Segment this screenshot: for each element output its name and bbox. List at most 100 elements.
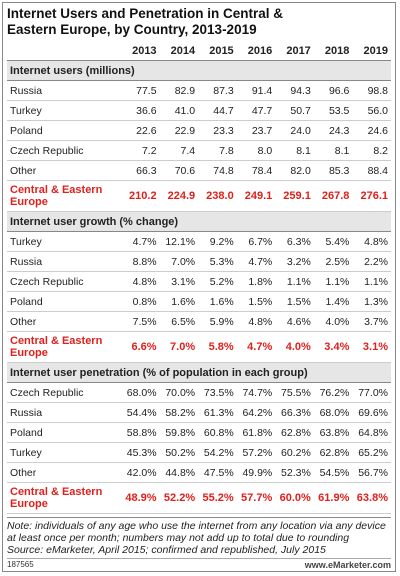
data-row: Russia 77.5 82.9 87.3 91.4 94.3 96.6 98.8	[7, 80, 391, 101]
column-header: 2015	[198, 41, 237, 61]
section-heading: Internet user growth (% change)	[7, 211, 391, 232]
cell-value: 54.4%	[121, 402, 160, 423]
table-card: Internet Users and Penetration in Centra…	[2, 2, 396, 572]
cell-value: 91.4	[236, 80, 276, 101]
header-cell	[7, 41, 121, 61]
cell-value: 1.3%	[352, 291, 391, 312]
cell-value: 2.2%	[352, 251, 391, 272]
cell-value: 62.8%	[275, 422, 314, 443]
cell-value: 68.0%	[121, 382, 160, 403]
data-row: Poland 22.6 22.9 23.3 23.7 24.0 24.3 24.6	[7, 120, 391, 141]
data-row: Other 42.0% 44.8% 47.5% 49.9% 52.3% 54.5% 56.7%	[7, 462, 391, 483]
cell-value: 6.7%	[236, 231, 276, 252]
row-label: Russia	[7, 251, 121, 272]
row-label: Other	[7, 160, 121, 181]
cell-value: 4.7%	[121, 231, 160, 252]
cell-value: 4.8%	[352, 231, 391, 252]
cell-value: 42.0%	[121, 462, 160, 483]
header-row: 2013 2014 2015 2016 2017 2018 2019	[7, 41, 391, 61]
data-row: Russia 54.4% 58.2% 61.3% 64.2% 66.3% 68.0% 69.6…	[7, 402, 391, 423]
cell-value: 66.3%	[275, 402, 314, 423]
cell-value: 1.6%	[198, 291, 237, 312]
cell-value: 94.3	[275, 80, 314, 101]
cell-value: 9.2%	[198, 231, 237, 252]
cell-value: 98.8	[352, 80, 391, 101]
cell-value: 96.6	[313, 80, 353, 101]
data-row: Russia 8.8% 7.0% 5.3% 4.7% 3.2% 2.5% 2.2%	[7, 251, 391, 272]
cell-value: 7.2	[121, 140, 160, 161]
section-row: Internet users (millions)	[7, 60, 391, 81]
total-row: Central & Eastern Europe 210.2 224.9 238.0 2…	[7, 180, 391, 212]
cell-value: 36.6	[121, 100, 160, 121]
cell-value: 1.6%	[159, 291, 199, 312]
cell-value: 7.4	[159, 140, 199, 161]
cell-value: 7.0%	[159, 331, 199, 363]
cell-value: 5.4%	[313, 231, 353, 252]
cell-value: 2.5%	[313, 251, 353, 272]
cell-value: 12.1%	[159, 231, 199, 252]
cell-value: 1.1%	[313, 271, 353, 292]
data-row: Turkey 4.7% 12.1% 9.2% 6.7% 6.3% 5.4% 4.8%	[7, 231, 391, 252]
row-label: Other	[7, 311, 121, 332]
cell-value: 22.9	[159, 120, 199, 141]
row-label: Central & Eastern Europe	[7, 331, 121, 363]
row-label: Czech Republic	[7, 382, 121, 403]
column-header: 2017	[275, 41, 314, 61]
cell-value: 47.7	[236, 100, 276, 121]
total-row: Central & Eastern Europe 6.6% 7.0% 5.8% 4.7%…	[7, 331, 391, 363]
data-row: Other 66.3 70.6 74.8 78.4 82.0 85.3 88.4	[7, 160, 391, 181]
cell-value: 49.9%	[236, 462, 276, 483]
data-row: Poland 0.8% 1.6% 1.6% 1.5% 1.5% 1.4% 1.3%	[7, 291, 391, 312]
cell-value: 58.2%	[159, 402, 199, 423]
cell-value: 69.6%	[352, 402, 391, 423]
title: Internet Users and Penetration in Centra…	[7, 6, 284, 37]
cell-value: 77.5	[121, 80, 160, 101]
cell-value: 48.9%	[121, 482, 160, 514]
cell-value: 5.2%	[198, 271, 237, 292]
cell-value: 8.2	[352, 140, 391, 161]
cell-value: 4.8%	[121, 271, 160, 292]
cell-value: 8.1	[275, 140, 314, 161]
data-row: Czech Republic 7.2 7.4 7.8 8.0 8.1 8.1 8.2	[7, 140, 391, 161]
cell-value: 0.8%	[121, 291, 160, 312]
footer: 187565 www.eMarketer.com	[7, 558, 391, 570]
cell-value: 60.8%	[198, 422, 237, 443]
cell-value: 88.4	[352, 160, 391, 181]
cell-value: 56.7%	[352, 462, 391, 483]
cell-value: 44.7	[198, 100, 237, 121]
cell-value: 75.5%	[275, 382, 314, 403]
column-header: 2019	[352, 41, 391, 61]
data-row: Czech Republic 4.8% 3.1% 5.2% 1.8% 1.1% 1.1% 1.…	[7, 271, 391, 292]
row-label: Russia	[7, 402, 121, 423]
row-label: Central & Eastern Europe	[7, 180, 121, 212]
cell-value: 24.6	[352, 120, 391, 141]
cell-value: 55.2%	[198, 482, 237, 514]
cell-value: 62.8%	[313, 442, 353, 463]
cell-value: 50.2%	[159, 442, 199, 463]
cell-value: 65.2%	[352, 442, 391, 463]
cell-value: 4.7%	[236, 331, 276, 363]
cell-value: 6.5%	[159, 311, 199, 332]
data-table: 2013 2014 2015 2016 2017 2018 2019 Internet use…	[7, 41, 391, 514]
cell-value: 60.2%	[275, 442, 314, 463]
section-heading: Internet users (millions)	[7, 60, 391, 81]
cell-value: 63.8%	[313, 422, 353, 443]
cell-value: 7.0%	[159, 251, 199, 272]
cell-value: 8.8%	[121, 251, 160, 272]
cell-value: 24.0	[275, 120, 314, 141]
cell-value: 45.3%	[121, 442, 160, 463]
cell-value: 87.3	[198, 80, 237, 101]
row-label: Czech Republic	[7, 271, 121, 292]
cell-value: 85.3	[313, 160, 353, 181]
total-row: Central & Eastern Europe 48.9% 52.2% 55.2% 5…	[7, 482, 391, 514]
cell-value: 77.0%	[352, 382, 391, 403]
cell-value: 59.8%	[159, 422, 199, 443]
section-row: Internet user growth (% change)	[7, 211, 391, 232]
cell-value: 61.8%	[236, 422, 276, 443]
cell-value: 8.0	[236, 140, 276, 161]
cell-value: 64.8%	[352, 422, 391, 443]
row-label: Turkey	[7, 231, 121, 252]
cell-value: 73.5%	[198, 382, 237, 403]
logo: www.eMarketer.com	[304, 560, 391, 570]
cell-value: 74.7%	[236, 382, 276, 403]
